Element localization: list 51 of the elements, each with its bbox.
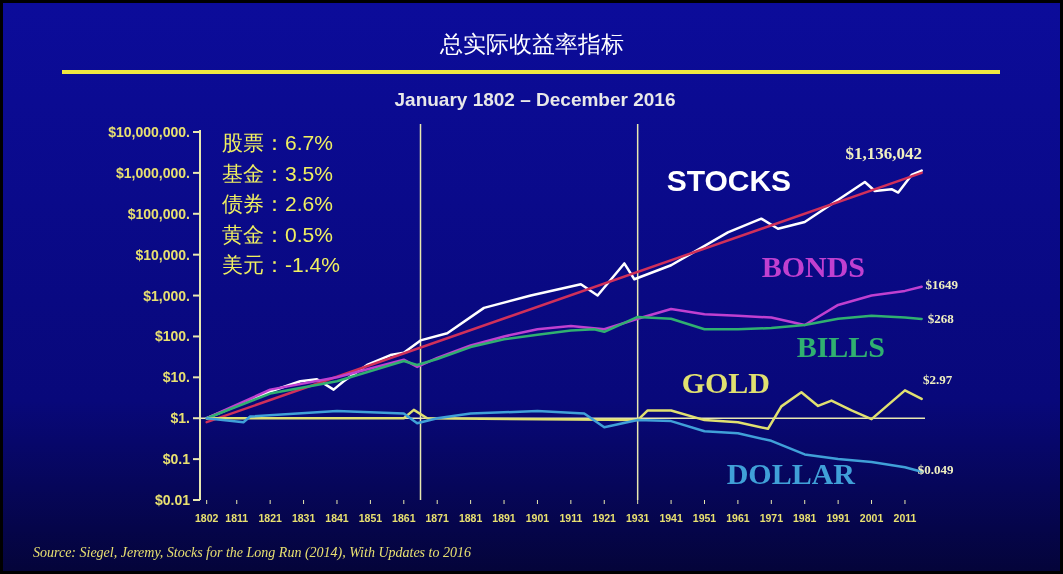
annotation: 黄金：0.5% — [222, 222, 333, 246]
y-tick-label: $0.01 — [154, 492, 191, 508]
series-label: GOLD — [681, 365, 771, 399]
data-label: $2.97 — [923, 371, 953, 387]
data-label: $1,136,042 — [845, 143, 922, 163]
x-tick-label: 1951 — [692, 512, 717, 524]
x-tick-label: 2011 — [893, 512, 917, 524]
data-label: $268 — [927, 310, 955, 326]
line-series — [205, 314, 923, 420]
annotation: 美元：-1.4% — [222, 253, 340, 276]
x-tick-label: 1931 — [625, 512, 650, 524]
x-tick-label: 2001 — [859, 512, 884, 524]
x-tick-label: 1821 — [258, 512, 282, 524]
data-label: $0.049 — [917, 461, 955, 477]
x-tick-label: 1891 — [492, 512, 516, 524]
y-tick-label: $100. — [154, 328, 190, 345]
y-tick-label: $10. — [162, 369, 190, 386]
x-tick-label: 1811 — [225, 512, 249, 524]
x-tick-label: 1911 — [559, 512, 583, 524]
y-tick-label: $0.1 — [162, 451, 191, 468]
x-tick-label: 1851 — [358, 512, 383, 524]
chart-title: 总实际收益率指标 — [438, 31, 624, 57]
series-label: STOCKS — [666, 163, 792, 197]
annotation: 股票：6.7% — [222, 131, 333, 154]
x-tick-label: 1841 — [325, 512, 349, 524]
annotation: 基金：3.5% — [222, 161, 333, 185]
y-tick-label: $100,000. — [127, 205, 190, 222]
series-label: BONDS — [761, 249, 866, 283]
x-tick-label: 1961 — [726, 512, 750, 524]
y-tick-label: $10,000,000. — [108, 124, 190, 140]
y-tick-label: $1,000. — [143, 287, 190, 304]
x-tick-label: 1971 — [759, 512, 784, 524]
x-tick-label: 1981 — [793, 512, 817, 524]
x-tick-label: 1881 — [458, 512, 483, 524]
x-tick-label: 1802 — [195, 512, 219, 524]
x-tick-label: 1861 — [392, 512, 416, 524]
y-tick-label: $1,000,000. — [116, 164, 190, 181]
y-tick-label: $1. — [170, 410, 190, 427]
x-tick-label: 1831 — [291, 512, 316, 524]
data-label: $1649 — [925, 276, 959, 292]
y-tick-label: $10,000. — [135, 246, 190, 263]
x-tick-label: 1901 — [525, 512, 550, 524]
annotation: 债券：2.6% — [222, 192, 333, 215]
source-note: Source: Siegel, Jeremy, Stocks for the Long Run (2014), With Updates to 2016 — [33, 545, 471, 561]
x-tick-label: 1941 — [659, 512, 683, 524]
chart-subtitle: January 1802 – December 2016 — [394, 89, 676, 110]
series-label: BILLS — [796, 329, 886, 363]
x-tick-label: 1871 — [425, 512, 450, 524]
series-label: DOLLAR — [726, 456, 856, 490]
x-tick-label: 1921 — [592, 512, 617, 524]
x-tick-label: 1991 — [826, 512, 850, 524]
